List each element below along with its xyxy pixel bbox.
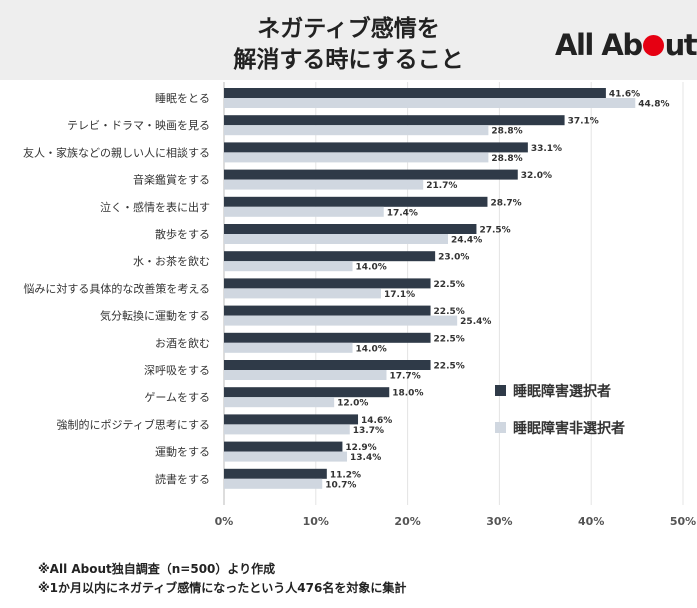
category-label: 悩みに対する具体的な改善策を考える: [23, 281, 210, 295]
value-label: 37.1%: [568, 117, 599, 127]
bar-series-1: [224, 115, 565, 126]
bar-series-2: [224, 342, 353, 353]
header-band: ネガティブ感情を 解消する時にすること All Ab ut: [0, 0, 697, 80]
legend-swatch-2: [495, 422, 506, 433]
category-label: 散歩をする: [155, 227, 210, 241]
bar-series-2: [224, 179, 424, 190]
value-label: 44.8%: [638, 100, 669, 110]
legend-label: 睡眠障害選択者: [513, 383, 611, 400]
value-label: 23.0%: [438, 253, 469, 263]
category-label: ゲームをする: [144, 391, 210, 404]
category-label: 泣く・感情を表に出す: [100, 200, 210, 214]
bar-series-1: [224, 305, 431, 316]
category-label: 睡眠をとる: [155, 92, 210, 105]
value-label: 28.8%: [491, 154, 522, 164]
bar-series-1: [224, 88, 606, 98]
footnote-2: ※1か月以内にネガティブ感情になったという人476名を対象に集計: [38, 581, 407, 595]
value-label: 17.1%: [384, 290, 415, 300]
legend-swatch-1: [495, 385, 506, 396]
footnotes: ※All About独自調査（n=500）より作成 ※1か月以内にネガティブ感情…: [38, 560, 406, 598]
x-tick-label: 50%: [670, 515, 696, 528]
value-label: 22.5%: [434, 362, 465, 372]
bar-series-1: [224, 360, 431, 370]
bar-series-2: [224, 288, 381, 299]
bar-series-2: [224, 397, 335, 408]
logo-red-dot: [642, 35, 664, 56]
category-label: お酒を飲む: [155, 336, 210, 350]
value-label: 13.4%: [350, 453, 381, 463]
value-label: 10.7%: [325, 480, 356, 490]
bar-series-2: [224, 206, 384, 217]
category-label: 運動をする: [155, 445, 210, 459]
value-label: 14.6%: [361, 416, 392, 426]
bar-series-1: [224, 387, 390, 398]
x-tick-label: 20%: [394, 515, 420, 528]
value-label: 28.8%: [491, 127, 522, 137]
category-label: 強制的にポジティブ思考にする: [57, 417, 210, 431]
value-label: 25.4%: [460, 317, 491, 327]
bar-series-1: [224, 196, 488, 207]
bar-series-1: [224, 142, 528, 153]
bar-series-1: [224, 468, 327, 479]
bar-series-2: [224, 125, 489, 136]
logo-text-right: ut: [664, 28, 697, 62]
value-label: 22.5%: [434, 334, 465, 344]
value-label: 28.7%: [490, 198, 521, 208]
footnote-1: ※All About独自調査（n=500）より作成: [38, 562, 276, 576]
bar-series-1: [224, 414, 359, 425]
category-label: 深呼吸をする: [144, 364, 210, 377]
bar-series-1: [224, 251, 436, 262]
bar-series-2: [224, 370, 387, 380]
bar-series-2: [224, 451, 348, 462]
x-tick-label: 30%: [486, 515, 512, 528]
category-label: テレビ・ドラマ・映画を見る: [67, 119, 210, 132]
bar-series-2: [224, 152, 489, 163]
x-tick-label: 40%: [578, 515, 604, 528]
value-label: 12.0%: [337, 399, 368, 409]
value-label: 22.5%: [434, 280, 465, 290]
title-line-2: 解消する時にすること: [233, 47, 464, 73]
bar-series-2: [224, 424, 350, 435]
bar-series-1: [224, 441, 343, 452]
value-label: 22.5%: [434, 307, 465, 317]
category-label: 読書をする: [155, 472, 210, 486]
x-tick-label: 10%: [303, 515, 329, 528]
bar-series-2: [224, 98, 636, 108]
value-label: 12.9%: [345, 443, 376, 453]
category-label: 水・お茶を飲む: [133, 254, 210, 268]
bar-series-1: [224, 332, 431, 343]
bar-series-2: [224, 478, 323, 489]
category-label: 気分転換に運動をする: [100, 309, 210, 323]
bar-series-2: [224, 261, 353, 272]
logo-text-left: All Ab: [555, 28, 643, 62]
value-label: 24.4%: [451, 236, 482, 246]
value-label: 14.0%: [356, 344, 387, 354]
bar-series-2: [224, 315, 458, 326]
bar-series-2: [224, 234, 448, 244]
value-label: 33.1%: [531, 144, 562, 154]
value-label: 18.0%: [392, 389, 423, 399]
value-label: 14.0%: [356, 263, 387, 273]
value-label: 17.4%: [387, 208, 418, 218]
value-label: 27.5%: [479, 226, 510, 236]
all-about-logo: All Ab ut: [555, 28, 697, 62]
title-line-1: ネガティブ感情を: [257, 16, 440, 42]
chart-title: ネガティブ感情を 解消する時にすること: [0, 14, 697, 76]
value-label: 41.6%: [609, 90, 640, 100]
bar-series-1: [224, 169, 518, 180]
category-label: 音楽鑑賞をする: [133, 173, 210, 187]
bar-chart: 0% 10% 20% 30% 40% 50% 睡眠をとる 41.6%44.8% テレビ・ドラマ・…: [23, 82, 696, 528]
value-label: 32.0%: [521, 171, 552, 181]
bar-series-1: [224, 278, 431, 289]
value-label: 17.7%: [389, 372, 420, 382]
x-tick-label: 0%: [215, 515, 234, 528]
value-label: 21.7%: [426, 181, 457, 191]
category-label: 友人・家族などの親しい人に相談する: [23, 145, 210, 159]
bar-series-1: [224, 224, 477, 234]
value-label: 13.7%: [353, 426, 384, 436]
legend-label: 睡眠障害非選択者: [513, 420, 625, 437]
value-label: 11.2%: [330, 470, 361, 480]
